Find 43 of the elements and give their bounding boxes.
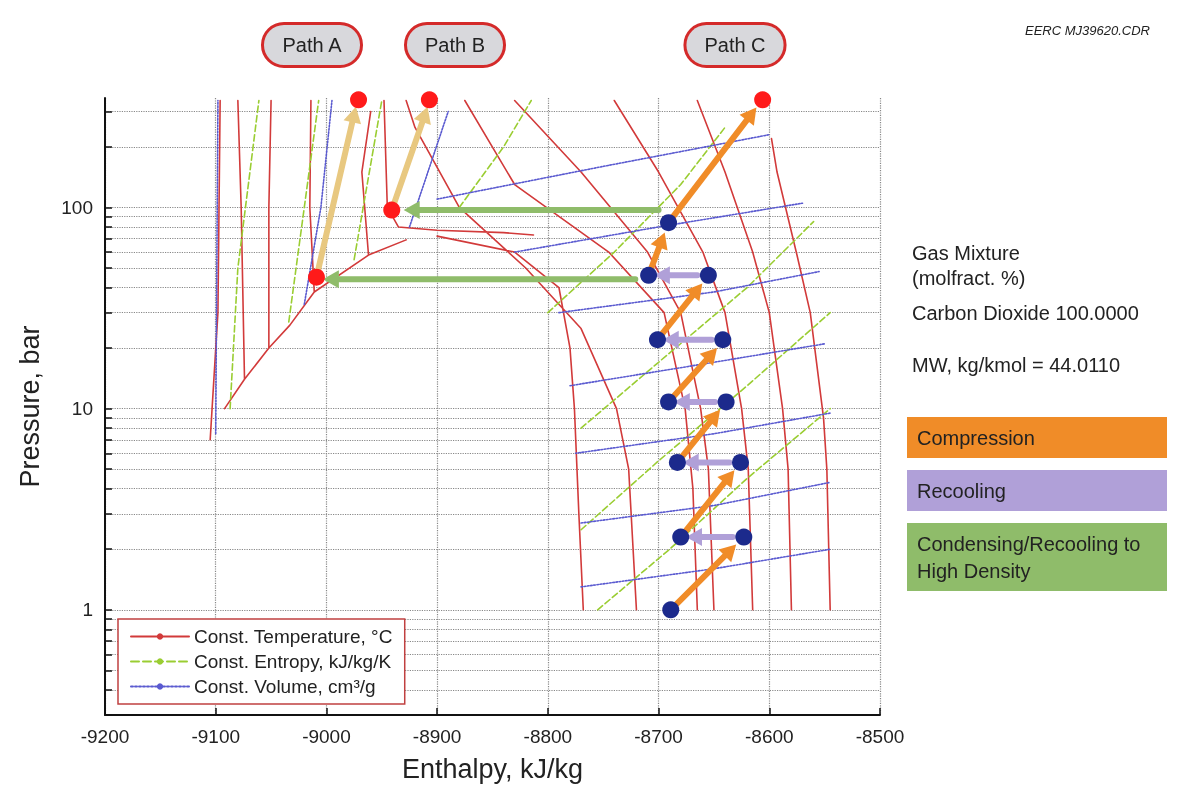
- text: Path A: [282, 34, 343, 56]
- y-tick-label: 1: [82, 599, 93, 621]
- y-tick-label: 100: [61, 196, 93, 218]
- point: [732, 453, 749, 471]
- text: Gas Mixture (molfract. %): [912, 241, 1026, 289]
- x-tick-label: -9000: [302, 726, 351, 747]
- text: Recooling: [917, 479, 1006, 502]
- text: EERC MJ39620.CDR: [1025, 23, 1150, 38]
- y-axis-title: Pressure, bar: [14, 325, 45, 488]
- legend-label: Const. Entropy, kJ/kg/K: [194, 651, 392, 672]
- legend-label: Const. Temperature, °C: [194, 626, 393, 647]
- x-tick-label: -8800: [523, 726, 573, 747]
- point: [640, 266, 658, 284]
- text: Path C: [704, 34, 766, 56]
- x-tick-label: -9200: [80, 726, 130, 747]
- x-tick-label: -9100: [191, 726, 241, 747]
- point: [648, 331, 666, 349]
- point: [699, 266, 717, 284]
- point: [672, 528, 690, 546]
- x-tick-label: -8900: [412, 726, 462, 747]
- point: [735, 528, 753, 546]
- point: [660, 393, 678, 411]
- y-tick-label: 10: [71, 398, 93, 420]
- x-tick-label: -8700: [634, 726, 683, 747]
- point: [350, 91, 368, 109]
- point: [307, 268, 325, 286]
- x-axis-title: Enthalpy, kJ/kg: [401, 753, 584, 784]
- legend-label: Const. Volume, cm³/g: [194, 676, 376, 697]
- x-tick-label: -8500: [855, 726, 905, 747]
- text: Compression: [917, 426, 1035, 449]
- text: Condensing/Recooling to High Density: [917, 532, 1147, 582]
- point: [420, 91, 438, 109]
- point: [668, 453, 686, 471]
- text: MW, kg/kmol = 44.0110: [912, 353, 1121, 376]
- point: [714, 331, 732, 349]
- point: [383, 201, 401, 219]
- point: [717, 393, 735, 411]
- point: [660, 214, 678, 232]
- text: Carbon Dioxide 100.0000: [912, 301, 1139, 324]
- point: [754, 91, 772, 109]
- point: [662, 601, 680, 619]
- x-tick-label: -8600: [744, 726, 794, 747]
- text: Path B: [424, 34, 486, 56]
